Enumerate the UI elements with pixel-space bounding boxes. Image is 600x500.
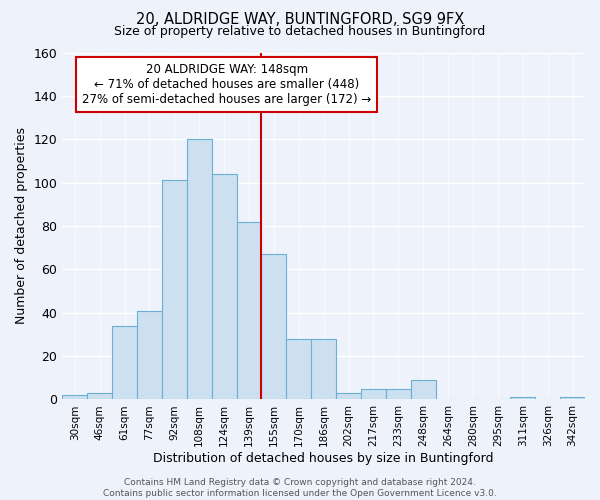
Y-axis label: Number of detached properties: Number of detached properties	[15, 128, 28, 324]
Bar	[212, 174, 236, 400]
Bar	[511, 398, 535, 400]
Bar	[62, 395, 87, 400]
Bar	[187, 139, 212, 400]
Bar	[236, 222, 262, 400]
Bar	[87, 393, 112, 400]
Bar	[386, 388, 411, 400]
Bar	[286, 338, 311, 400]
Bar	[361, 388, 386, 400]
Bar	[311, 338, 336, 400]
Text: Contains HM Land Registry data © Crown copyright and database right 2024.
Contai: Contains HM Land Registry data © Crown c…	[103, 478, 497, 498]
Bar	[162, 180, 187, 400]
Bar	[137, 310, 162, 400]
Text: 20, ALDRIDGE WAY, BUNTINGFORD, SG9 9FX: 20, ALDRIDGE WAY, BUNTINGFORD, SG9 9FX	[136, 12, 464, 28]
Bar	[560, 398, 585, 400]
Bar	[411, 380, 436, 400]
Text: Size of property relative to detached houses in Buntingford: Size of property relative to detached ho…	[115, 25, 485, 38]
Bar	[112, 326, 137, 400]
Text: 20 ALDRIDGE WAY: 148sqm
← 71% of detached houses are smaller (448)
27% of semi-d: 20 ALDRIDGE WAY: 148sqm ← 71% of detache…	[82, 63, 371, 106]
X-axis label: Distribution of detached houses by size in Buntingford: Distribution of detached houses by size …	[154, 452, 494, 465]
Bar	[262, 254, 286, 400]
Bar	[336, 393, 361, 400]
